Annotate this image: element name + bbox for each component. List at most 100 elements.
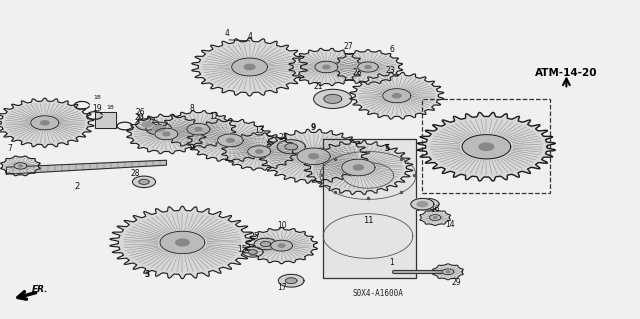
Polygon shape [142,122,152,127]
Polygon shape [248,250,257,254]
Polygon shape [155,128,178,140]
Polygon shape [285,144,298,150]
Polygon shape [0,98,94,148]
Polygon shape [146,122,172,135]
Polygon shape [358,62,378,72]
Polygon shape [446,271,450,273]
Polygon shape [462,135,511,159]
Polygon shape [152,125,165,132]
Polygon shape [342,159,375,176]
Text: 17: 17 [276,283,287,292]
Polygon shape [254,238,277,250]
Polygon shape [324,94,342,103]
Polygon shape [277,140,305,154]
Polygon shape [19,165,22,167]
Polygon shape [433,264,463,280]
Text: FR.: FR. [32,285,49,294]
Polygon shape [297,148,330,165]
Polygon shape [323,65,330,69]
Text: 5: 5 [385,144,390,153]
Text: 2: 2 [74,182,79,191]
Polygon shape [383,89,411,103]
Polygon shape [176,239,189,246]
Polygon shape [246,227,317,264]
Text: 28: 28 [131,169,140,178]
Polygon shape [285,278,297,284]
Polygon shape [95,112,116,128]
Polygon shape [14,163,27,169]
Text: 27: 27 [344,42,354,51]
Text: 21: 21 [314,82,323,91]
Polygon shape [289,48,364,86]
Polygon shape [40,121,49,125]
Polygon shape [422,202,433,207]
Polygon shape [417,202,428,207]
Polygon shape [392,93,401,98]
Polygon shape [308,154,319,159]
Text: 4: 4 [225,29,230,38]
Polygon shape [195,128,202,131]
Text: 26: 26 [154,124,164,133]
Text: 18: 18 [93,94,101,100]
Polygon shape [260,241,271,247]
Polygon shape [278,274,304,287]
Polygon shape [333,49,403,85]
Text: 14: 14 [445,220,454,229]
Text: 7: 7 [7,144,12,153]
Polygon shape [132,176,156,188]
Polygon shape [350,72,444,119]
Polygon shape [227,138,234,142]
Text: 25: 25 [250,232,260,241]
Text: 6: 6 [390,45,395,54]
Polygon shape [232,58,268,76]
Polygon shape [429,215,441,220]
Polygon shape [278,244,285,247]
Text: 13: 13 [254,126,264,135]
Text: 3: 3 [145,270,150,279]
Text: 18: 18 [136,115,144,120]
Text: 23: 23 [352,68,362,77]
Polygon shape [256,150,262,153]
Polygon shape [417,112,556,181]
Polygon shape [259,129,368,183]
Polygon shape [160,231,205,254]
Text: 19: 19 [92,104,102,113]
Polygon shape [163,132,170,136]
Text: 9: 9 [311,123,316,132]
Polygon shape [353,165,364,170]
Polygon shape [420,210,451,226]
Polygon shape [479,143,493,150]
Text: 12: 12 [210,112,219,121]
Polygon shape [315,61,338,73]
Polygon shape [31,116,59,130]
Text: 20: 20 [134,113,145,122]
Polygon shape [271,240,292,251]
Text: 1: 1 [389,258,394,267]
Text: 10: 10 [276,221,287,230]
Polygon shape [244,64,255,70]
Polygon shape [243,247,263,257]
Text: S0X4-A1600A: S0X4-A1600A [352,289,403,298]
Text: 26: 26 [136,108,146,117]
Polygon shape [416,198,439,210]
Polygon shape [365,65,371,69]
Polygon shape [442,269,454,275]
Text: 16: 16 [430,205,440,214]
Polygon shape [191,38,308,96]
Text: 29: 29 [451,278,461,286]
Polygon shape [304,140,413,195]
Polygon shape [161,110,236,148]
Text: 8: 8 [189,104,195,113]
Polygon shape [221,133,297,170]
Text: ATM-14-20: ATM-14-20 [535,68,598,78]
Polygon shape [136,119,159,130]
Polygon shape [314,89,352,108]
Text: 23: 23 [385,66,396,75]
Text: 16: 16 [415,204,425,213]
Polygon shape [187,119,274,162]
Polygon shape [6,160,166,174]
Text: 11: 11 [363,216,373,225]
Polygon shape [433,217,437,219]
Polygon shape [1,156,40,176]
Polygon shape [411,198,434,210]
